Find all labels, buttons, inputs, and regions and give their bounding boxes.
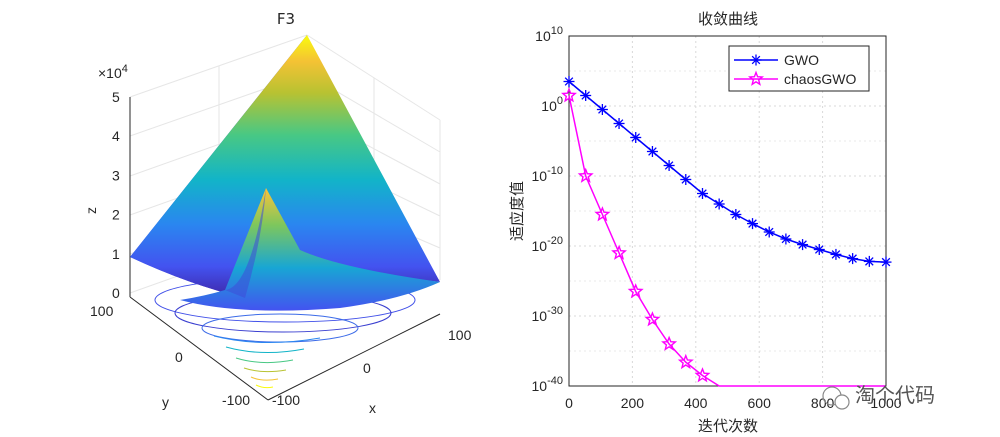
marker-star: [677, 353, 694, 370]
y-tick-label: 0: [175, 349, 183, 365]
marker-stroke: [814, 245, 824, 254]
x-tick-label: -100: [272, 392, 300, 408]
z-tick-label: 0: [112, 285, 120, 301]
marker-stroke: [631, 133, 641, 142]
z-tick-label: 3: [112, 167, 120, 183]
y-tick-label: 100: [541, 95, 563, 114]
y-tick-label: -100: [222, 392, 250, 408]
y-axis-label: y: [162, 394, 169, 410]
legend-items: GWO chaosGWO: [734, 52, 856, 87]
marker-star: [661, 335, 678, 351]
convergence-plot: 收敛曲线 1010 100 10-10 10-20 10-30 10-40 0 200 400…: [508, 10, 902, 435]
marker-stroke: [581, 91, 590, 100]
series-line: [568, 95, 886, 387]
marker-stroke: [714, 199, 724, 209]
z-tick-label: 2: [112, 207, 120, 223]
marker-star: [560, 87, 578, 103]
legend-item: chaosGWO: [734, 70, 856, 87]
z-tick-label: 4: [112, 128, 120, 144]
marker-star: [644, 311, 661, 327]
marker-stroke: [781, 234, 791, 244]
y-tick-label: 10-30: [532, 305, 563, 324]
y-axis-label: 适应度值: [508, 181, 526, 241]
y-tick-label: 10-40: [532, 375, 563, 394]
watermark-text: 淘个代码: [855, 383, 935, 407]
y-axis-line: [129, 296, 269, 401]
wechat-icon-bubble: [834, 394, 850, 410]
z-tick-label: 5: [112, 89, 120, 105]
marker-stroke: [614, 119, 624, 128]
marker-stroke: [598, 105, 607, 114]
marker-star: [627, 283, 644, 299]
z-tick-label: 1: [112, 246, 120, 262]
marker-stroke: [751, 55, 761, 65]
marker-stroke: [865, 257, 874, 266]
series-line: [568, 80, 887, 263]
y-tick-label: 1010: [535, 25, 563, 44]
legend-label: GWO: [784, 52, 819, 68]
marker-stroke: [798, 240, 807, 249]
marker-stroke: [748, 219, 757, 228]
y-tick-label: 100: [90, 303, 114, 319]
legend-item: GWO: [734, 52, 819, 68]
y-tick-label: 10-20: [532, 235, 563, 254]
x-axis-label: x: [369, 400, 376, 416]
marker-star: [747, 70, 765, 86]
watermark: 淘个代码: [822, 383, 935, 410]
convergence-title: 收敛曲线: [698, 10, 758, 28]
marker-stroke: [698, 189, 707, 198]
x-tick-label: 0: [565, 395, 573, 411]
marker-stroke: [564, 77, 574, 86]
z-tick-labels: 0 1 2 3 4 5: [112, 89, 120, 301]
series-layer: [560, 76, 892, 387]
marker-star: [694, 367, 711, 383]
x-tick-label: 1000: [870, 395, 901, 411]
x-tick-label: 800: [811, 395, 835, 411]
marker-stroke: [848, 254, 857, 263]
series-GWO: [563, 76, 892, 268]
marker-stroke: [648, 147, 657, 156]
surface-title: F3: [277, 10, 295, 28]
x-tick-label: 0: [363, 360, 371, 376]
x-axis-label: 迭代次数: [698, 417, 758, 435]
x-tick-label: 200: [621, 395, 645, 411]
x-tick-label: 600: [748, 395, 772, 411]
marker-stroke: [831, 250, 841, 259]
legend-label: chaosGWO: [784, 71, 856, 87]
x-tick-labels: 0 200 400 600 800 1000: [565, 395, 902, 411]
marker-stroke: [764, 227, 774, 237]
marker-stroke: [881, 257, 891, 267]
series-chaosGWO: [560, 87, 886, 387]
marker-star: [611, 244, 627, 260]
x-tick-label: 100: [448, 327, 472, 343]
marker-stroke: [731, 210, 741, 219]
x-tick-labels: -100 0 100: [272, 327, 472, 408]
z-exponent-label: ×104: [98, 63, 128, 81]
marker-star: [577, 167, 594, 183]
z-axis-label: z: [83, 207, 99, 214]
marker-star: [594, 206, 611, 222]
marker-stroke: [681, 175, 691, 184]
y-tick-labels: 100 0 -100: [90, 303, 250, 408]
y-tick-labels: 1010 100 10-10 10-20 10-30 10-40: [532, 25, 563, 394]
marker-stroke: [664, 161, 674, 170]
legend: GWO chaosGWO: [728, 45, 870, 92]
x-axis-line: [267, 313, 441, 401]
x-tick-label: 400: [684, 395, 708, 411]
surface-mesh: [130, 35, 440, 311]
y-tick-label: 10-10: [532, 165, 563, 184]
